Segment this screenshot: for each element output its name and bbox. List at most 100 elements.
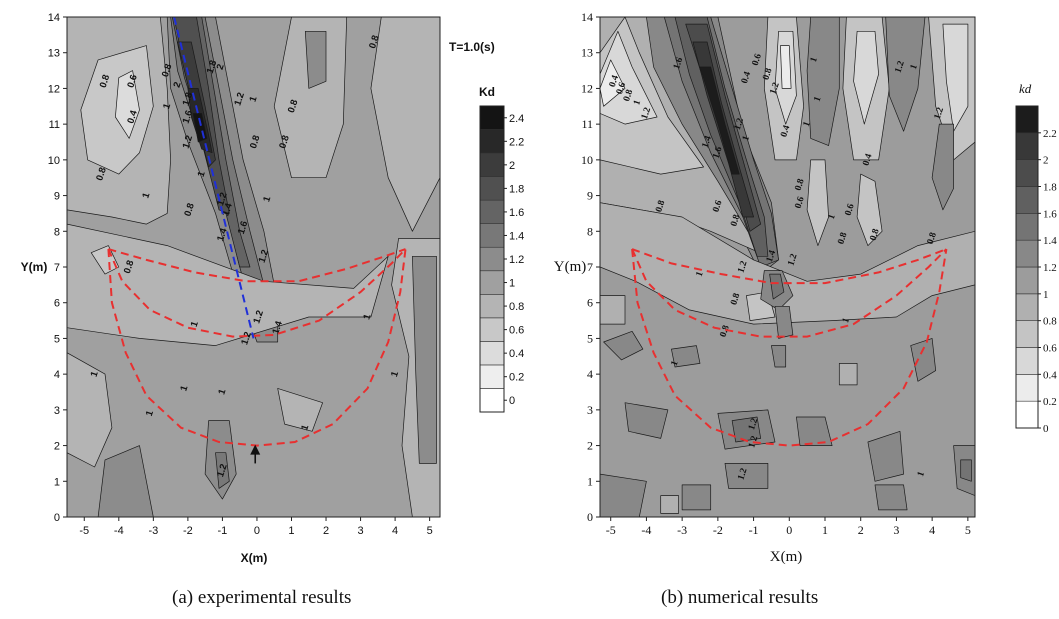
contour-label: 1.2	[933, 106, 946, 121]
contour-label: 0.8	[367, 34, 382, 50]
colorbar-swatch	[1015, 320, 1039, 348]
contour-label: 1.4	[701, 135, 714, 150]
colorbar-tick-label: 0.8	[1043, 316, 1057, 328]
contour-label: 0.8	[182, 202, 197, 218]
colorbar-swatch	[479, 317, 505, 342]
contour-label: 1.6	[711, 145, 724, 160]
colorbar-tick-label: 0	[1043, 423, 1049, 435]
contour-label: 1.2	[215, 463, 230, 479]
x-tick-label: 1	[288, 525, 294, 537]
x-tick-label: 2	[858, 523, 864, 537]
contour-label: 1	[389, 369, 401, 378]
contour-region	[796, 416, 833, 446]
contour-label: 1	[813, 95, 824, 103]
contour-label: 1	[247, 94, 259, 103]
contour-label: 1	[299, 423, 311, 432]
dashed-overlay	[108, 248, 406, 283]
arrow-head	[250, 444, 261, 455]
dashed-overlay	[107, 248, 407, 447]
colorbar-swatch	[479, 223, 505, 248]
contour-region	[67, 223, 389, 346]
contour-region	[724, 463, 769, 489]
contour-label: 0.8	[794, 177, 807, 192]
x-tick-label: 3	[893, 523, 899, 537]
colorbar-tick-label: 1	[1043, 289, 1049, 301]
contour-label: 0.8	[654, 199, 667, 214]
panel-caption: (a) experimental results	[172, 587, 351, 608]
contour-label: 1.2	[786, 252, 799, 267]
x-axis-label: X(m)	[770, 549, 803, 565]
contour-label: 0.6	[711, 199, 724, 214]
y-tick-label: 5	[54, 333, 60, 345]
contour-label: 1.2	[733, 117, 746, 132]
y-tick-label: 10	[581, 153, 593, 167]
contour-label: 0.4	[740, 70, 753, 85]
contour-label: 0.8	[122, 259, 137, 275]
contour-label: 1	[361, 312, 373, 321]
y-axis-label: Y(m)	[554, 259, 587, 275]
colorbar-swatch	[479, 152, 505, 177]
x-tick-label: -3	[148, 525, 158, 537]
contour-region	[838, 363, 858, 386]
colorbar: 0 0.2 0.4 0.6 0.8 1 1.2 1.4 1.6 1.8 2 2.2 kd	[1015, 81, 1057, 435]
colorbar-swatch	[1015, 132, 1039, 160]
contour-region	[885, 17, 926, 132]
colorbar-swatch	[479, 388, 505, 413]
contour-label: 1.6	[181, 109, 196, 125]
y-tick-label: 7	[587, 260, 593, 274]
contour-region	[771, 345, 787, 368]
contour-label: 2	[215, 63, 227, 71]
contour-label: 0.8	[98, 73, 113, 89]
colorbar-tick-label: 1.4	[1043, 235, 1057, 247]
colorbar-tick-label: 1.2	[1043, 262, 1057, 274]
colorbar-tick-label: 0	[509, 395, 515, 407]
contour-region	[731, 416, 762, 443]
colorbar-swatch	[1015, 293, 1039, 321]
colorbar-swatch	[479, 129, 505, 154]
contour-region	[600, 473, 647, 517]
y-tick-label: 0	[587, 510, 593, 524]
colorbar-swatch	[479, 105, 505, 130]
contour-region	[67, 352, 113, 468]
contour-label: 1.2	[894, 60, 907, 75]
y-tick-label: 6	[587, 296, 593, 310]
contour-label: 1.2	[257, 248, 272, 264]
contour-label: 0.8	[761, 67, 774, 82]
colorbar-tick-label: 0.6	[1043, 343, 1057, 355]
y-axis-label: Y(m)	[21, 260, 48, 274]
colorbar-tick-label: 1.8	[509, 183, 524, 195]
period-label: T=1.0(s)	[449, 40, 495, 54]
contour-region	[600, 30, 658, 125]
colorbar-tick-label: 0.4	[509, 348, 524, 360]
contour-label: 0.4	[608, 74, 621, 89]
contour-label: 1	[841, 317, 852, 325]
contour-region	[806, 159, 829, 246]
colorbar-tick-label: 0.8	[509, 301, 524, 313]
contour-label: 1	[802, 120, 813, 128]
y-tick-label: 13	[48, 48, 60, 60]
colorbar-swatch	[479, 270, 505, 295]
y-tick-label: 12	[48, 83, 60, 95]
x-tick-label: 4	[392, 525, 398, 537]
contour-region	[931, 123, 954, 211]
colorbar-swatch	[1015, 266, 1039, 295]
colorbar-swatch	[1015, 105, 1039, 134]
x-tick-label: -4	[114, 525, 124, 537]
contour-label: 1.2	[232, 91, 247, 107]
colorbar-tick-label: 2	[509, 160, 515, 172]
x-tick-label: 3	[358, 525, 364, 537]
contour-region	[960, 459, 972, 482]
contour-label: 0.4	[779, 124, 792, 139]
contour-label: 0.8	[622, 88, 635, 103]
y-tick-label: 14	[48, 12, 60, 24]
contour-label: 1.6	[672, 56, 685, 71]
contour-label: 1	[144, 409, 156, 418]
contour-label: 0.8	[160, 63, 175, 79]
colorbar-title: Kd	[479, 85, 495, 99]
contour-label: 0.6	[844, 202, 857, 217]
contour-label: 2	[171, 81, 183, 89]
contour-label: 1.6	[236, 220, 251, 236]
